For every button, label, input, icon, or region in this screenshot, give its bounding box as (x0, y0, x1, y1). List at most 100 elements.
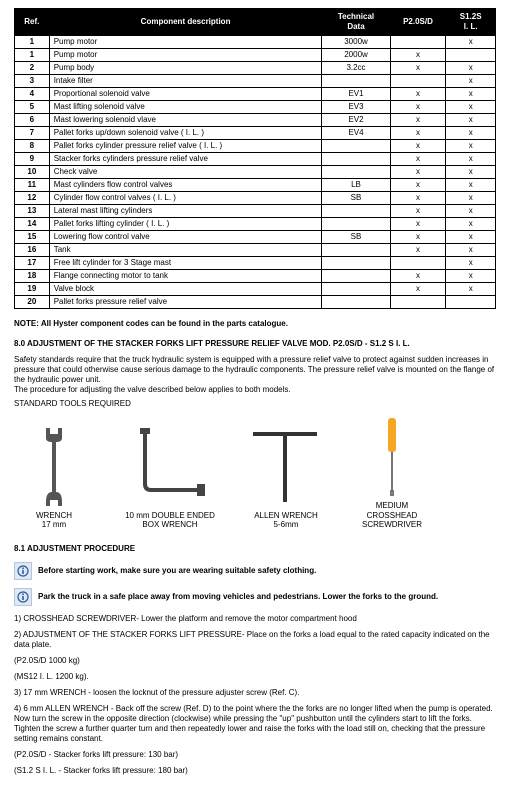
screwdriver-icon (382, 417, 402, 497)
table-cell (390, 257, 446, 270)
table-cell: x (446, 75, 496, 88)
table-cell: x (446, 192, 496, 205)
steps-block: 1) CROSSHEAD SCREWDRIVER- Lower the plat… (14, 614, 496, 776)
table-cell: x (390, 205, 446, 218)
table-row: 15Lowering flow control valveSBxx (15, 231, 496, 244)
tool-label: WRENCH (36, 511, 72, 520)
th-c2: S1.2S I. L. (446, 9, 496, 36)
table-row: 12Cylinder flow control valves ( I. L. )… (15, 192, 496, 205)
table-cell: 5 (15, 101, 50, 114)
table-cell (446, 296, 496, 309)
procedure-step: (S1.2 S I. L. - Stacker forks lift press… (14, 766, 496, 776)
table-cell: x (446, 140, 496, 153)
table-cell: x (390, 88, 446, 101)
table-cell (390, 36, 446, 49)
section-8-0-title: 8.0 ADJUSTMENT OF THE STACKER FORKS LIFT… (14, 339, 496, 349)
table-cell: x (446, 270, 496, 283)
wrench-icon (44, 427, 64, 507)
table-row: 13Lateral mast lifting cylindersxx (15, 205, 496, 218)
table-cell: x (446, 257, 496, 270)
procedure-step: 3) 17 mm WRENCH - loosen the locknut of … (14, 688, 496, 698)
table-cell: 3000w (322, 36, 390, 49)
procedure-step: 2) ADJUSTMENT OF THE STACKER FORKS LIFT … (14, 630, 496, 650)
table-cell: Pump motor (49, 36, 322, 49)
table-cell: 18 (15, 270, 50, 283)
section-8-1-title: 8.1 ADJUSTMENT PROCEDURE (14, 544, 496, 554)
procedure-step: (MS12 I. L. 1200 kg). (14, 672, 496, 682)
table-cell: Pallet forks up/down solenoid valve ( I.… (49, 127, 322, 140)
table-row: 1Pump motor3000wx (15, 36, 496, 49)
table-cell: Valve block (49, 283, 322, 296)
table-cell: Cylinder flow control valves ( I. L. ) (49, 192, 322, 205)
table-cell (322, 283, 390, 296)
info-icon (14, 588, 32, 606)
table-cell: 3.2cc (322, 62, 390, 75)
table-cell: Pump body (49, 62, 322, 75)
table-cell (322, 140, 390, 153)
table-cell (446, 49, 496, 62)
tool-label: 10 mm DOUBLE ENDED (125, 511, 215, 520)
table-row: 14Pallet forks lifting cylinder ( I. L. … (15, 218, 496, 231)
table-cell: Free lift cylinder for 3 Stage mast (49, 257, 322, 270)
tool-label: ALLEN WRENCH (254, 511, 318, 520)
components-table: Ref. Component description Technical Dat… (14, 8, 496, 309)
procedure-step: 4) 6 mm ALLEN WRENCH - Back off the scre… (14, 704, 496, 744)
table-cell (322, 244, 390, 257)
table-row: 19Valve blockxx (15, 283, 496, 296)
table-row: 1Pump motor2000wx (15, 49, 496, 62)
tool-label: CROSSHEAD (367, 511, 418, 520)
warning-text: Before starting work, make sure you are … (38, 566, 316, 576)
table-cell: LB (322, 179, 390, 192)
table-cell: 10 (15, 166, 50, 179)
th-ref: Ref. (15, 9, 50, 36)
table-row: 10Check valvexx (15, 166, 496, 179)
table-cell: Mast lifting solenoid valve (49, 101, 322, 114)
table-cell: Tank (49, 244, 322, 257)
table-cell: 7 (15, 127, 50, 140)
procedure-step: 1) CROSSHEAD SCREWDRIVER- Lower the plat… (14, 614, 496, 624)
procedure-step: (P2.0S/D - Stacker forks lift pressure: … (14, 750, 496, 760)
table-cell: Pallet forks pressure relief valve (49, 296, 322, 309)
tool-label: 5-6mm (274, 520, 299, 529)
table-cell: x (446, 283, 496, 296)
table-cell: SB (322, 192, 390, 205)
section-8-0-body: Safety standards require that the truck … (14, 355, 496, 395)
table-cell: 12 (15, 192, 50, 205)
table-row: 4Proportional solenoid valveEV1xx (15, 88, 496, 101)
tool-allen-wrench: ALLEN WRENCH 5-6mm (246, 427, 326, 530)
table-cell: 14 (15, 218, 50, 231)
table-cell: x (390, 244, 446, 257)
table-cell: Lowering flow control valve (49, 231, 322, 244)
table-cell (390, 296, 446, 309)
table-cell: Proportional solenoid valve (49, 88, 322, 101)
table-row: 7Pallet forks up/down solenoid valve ( I… (15, 127, 496, 140)
table-row: 16Tankxx (15, 244, 496, 257)
table-body: 1Pump motor3000wx1Pump motor2000wx2Pump … (15, 36, 496, 309)
table-row: 5Mast lifting solenoid valveEV3xx (15, 101, 496, 114)
table-row: 20Pallet forks pressure relief valve (15, 296, 496, 309)
table-cell (322, 257, 390, 270)
table-row: 8Pallet forks cylinder pressure relief v… (15, 140, 496, 153)
table-cell: Mast lowering solenoid vlave (49, 114, 322, 127)
table-cell: x (390, 179, 446, 192)
table-row: 11Mast cylinders flow control valvesLBxx (15, 179, 496, 192)
table-cell: x (446, 88, 496, 101)
table-cell: 4 (15, 88, 50, 101)
table-cell (322, 218, 390, 231)
table-cell (322, 205, 390, 218)
table-cell: 11 (15, 179, 50, 192)
tool-label: 17 mm (42, 520, 66, 529)
table-cell: x (390, 101, 446, 114)
table-cell: x (390, 114, 446, 127)
table-cell: x (446, 231, 496, 244)
table-cell: Mast cylinders flow control valves (49, 179, 322, 192)
allen-wrench-icon (251, 427, 321, 507)
info-icon (14, 562, 32, 580)
table-cell: 3 (15, 75, 50, 88)
box-wrench-icon (135, 427, 205, 507)
table-cell: x (390, 270, 446, 283)
table-cell: x (390, 140, 446, 153)
table-cell: Stacker forks cylinders pressure relief … (49, 153, 322, 166)
table-cell: EV4 (322, 127, 390, 140)
table-cell: 13 (15, 205, 50, 218)
